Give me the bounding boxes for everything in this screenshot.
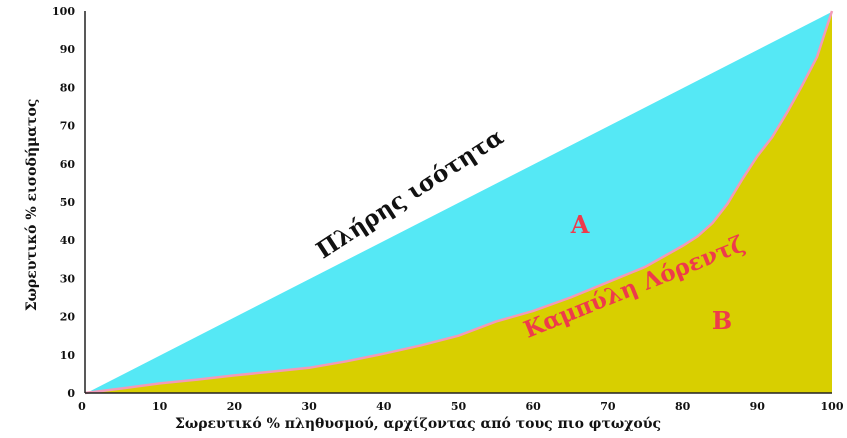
y-tick-20: 20 xyxy=(60,311,76,324)
x-tick-10: 10 xyxy=(152,400,168,413)
y-tick-labels: 0 10 20 30 40 50 60 70 80 90 100 xyxy=(52,5,75,400)
x-tick-40: 40 xyxy=(376,400,392,413)
x-axis-label: Σωρευτικό % πληθυσμού, αρχίζοντας από το… xyxy=(175,415,661,432)
equality-line xyxy=(84,10,833,394)
x-tick-20: 20 xyxy=(227,400,243,413)
y-tick-50: 50 xyxy=(60,196,76,209)
y-axis-label: Σωρευτικό % εισοδήματος xyxy=(24,99,40,312)
y-tick-0: 0 xyxy=(67,387,75,400)
y-tick-30: 30 xyxy=(60,272,76,285)
y-tick-100: 100 xyxy=(52,5,75,18)
y-tick-40: 40 xyxy=(60,234,76,247)
lorenz-curve xyxy=(84,10,834,395)
y-tick-60: 60 xyxy=(60,158,76,171)
x-tick-70: 70 xyxy=(600,400,616,413)
x-tick-90: 90 xyxy=(750,400,766,413)
area-b xyxy=(85,11,832,393)
x-tick-50: 50 xyxy=(451,400,467,413)
x-tick-30: 30 xyxy=(301,400,317,413)
y-tick-70: 70 xyxy=(60,120,76,133)
x-tick-80: 80 xyxy=(675,400,691,413)
y-tick-90: 90 xyxy=(60,43,76,56)
y-tick-80: 80 xyxy=(60,81,76,94)
y-tick-10: 10 xyxy=(60,349,76,362)
x-tick-100: 100 xyxy=(821,400,844,413)
x-tick-60: 60 xyxy=(526,400,542,413)
area-a-label: A xyxy=(570,210,590,239)
x-tick-labels: 0 10 20 30 40 50 60 70 80 90 100 xyxy=(78,400,844,413)
x-tick-0: 0 xyxy=(78,400,86,413)
area-b-label: B xyxy=(712,306,732,335)
plot-area xyxy=(84,10,834,395)
